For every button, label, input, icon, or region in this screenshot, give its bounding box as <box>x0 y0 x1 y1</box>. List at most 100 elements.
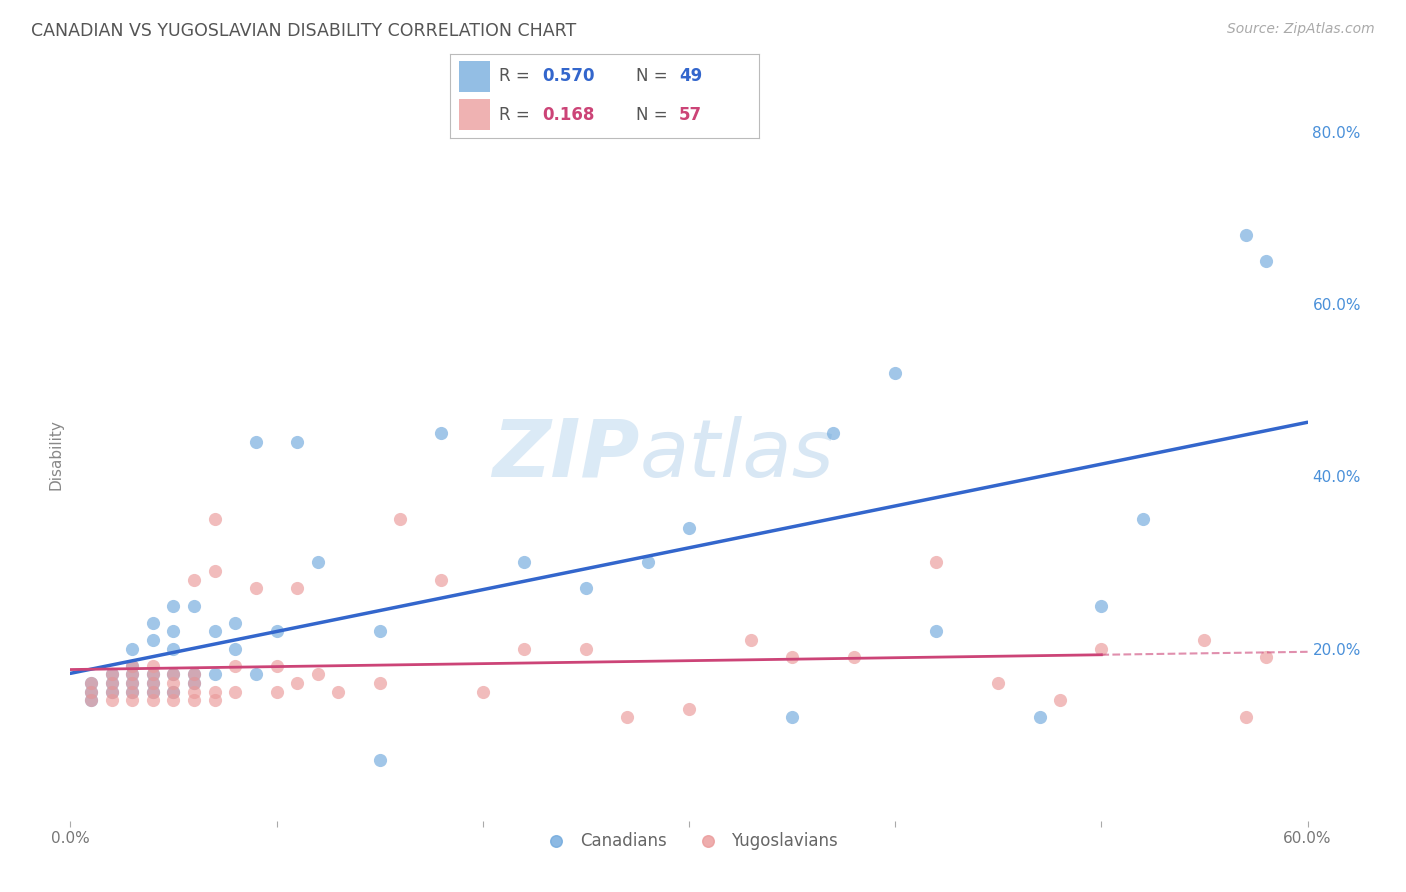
Point <box>245 435 267 450</box>
Text: R =: R = <box>499 105 536 123</box>
Point <box>204 564 226 578</box>
Point <box>245 667 267 681</box>
Point <box>183 667 205 681</box>
Text: 0.570: 0.570 <box>543 68 595 86</box>
Text: CANADIAN VS YUGOSLAVIAN DISABILITY CORRELATION CHART: CANADIAN VS YUGOSLAVIAN DISABILITY CORRE… <box>31 22 576 40</box>
Point <box>142 667 165 681</box>
Point <box>616 710 638 724</box>
Point <box>183 667 205 681</box>
Point <box>740 632 762 647</box>
Point <box>142 676 165 690</box>
Point <box>80 693 103 707</box>
Point <box>1256 650 1278 665</box>
Point <box>204 512 226 526</box>
Point <box>266 684 288 698</box>
Point <box>678 702 700 716</box>
Point <box>80 684 103 698</box>
Point <box>183 693 205 707</box>
Point <box>780 650 803 665</box>
Point <box>100 676 122 690</box>
Point <box>183 684 205 698</box>
Point <box>204 693 226 707</box>
Point <box>307 667 329 681</box>
Point <box>1049 693 1071 707</box>
Point <box>266 624 288 639</box>
Y-axis label: Disability: Disability <box>48 419 63 491</box>
Point <box>471 684 494 698</box>
Point <box>245 582 267 596</box>
Point <box>142 693 165 707</box>
Point <box>100 667 122 681</box>
Point <box>884 366 907 380</box>
Point <box>142 676 165 690</box>
Point <box>142 667 165 681</box>
Point <box>1234 228 1257 243</box>
Point <box>823 426 845 441</box>
Point <box>80 693 103 707</box>
Point <box>80 684 103 698</box>
Point <box>285 582 308 596</box>
Point <box>224 615 246 630</box>
Point <box>430 573 453 587</box>
Point <box>100 693 122 707</box>
Point <box>80 676 103 690</box>
Text: ZIP: ZIP <box>492 416 640 494</box>
Text: atlas: atlas <box>640 416 834 494</box>
Point <box>285 676 308 690</box>
Point <box>368 676 391 690</box>
Point <box>80 676 103 690</box>
Point <box>162 667 184 681</box>
Point <box>1090 599 1112 613</box>
Text: N =: N = <box>636 105 672 123</box>
Point <box>121 667 143 681</box>
Point <box>204 667 226 681</box>
Point <box>1194 632 1216 647</box>
Point <box>121 684 143 698</box>
Point <box>162 684 184 698</box>
Point <box>1234 710 1257 724</box>
Point <box>224 684 246 698</box>
Point <box>575 582 598 596</box>
Point <box>925 556 948 570</box>
Point <box>100 684 122 698</box>
Point <box>224 641 246 656</box>
Point <box>121 684 143 698</box>
Point <box>925 624 948 639</box>
Point <box>266 658 288 673</box>
Point <box>100 667 122 681</box>
Point <box>162 676 184 690</box>
Point <box>1090 641 1112 656</box>
Point <box>142 615 165 630</box>
Point <box>183 676 205 690</box>
Point <box>162 599 184 613</box>
Point <box>285 435 308 450</box>
Point <box>328 684 350 698</box>
Point <box>162 667 184 681</box>
Point <box>1028 710 1050 724</box>
Point <box>842 650 865 665</box>
Bar <box>460 99 491 130</box>
Point <box>121 658 143 673</box>
Point <box>100 676 122 690</box>
Point <box>224 658 246 673</box>
Point <box>183 599 205 613</box>
Point <box>162 693 184 707</box>
Point <box>1132 512 1154 526</box>
Point <box>575 641 598 656</box>
Point <box>780 710 803 724</box>
Bar <box>460 62 491 92</box>
Point <box>162 641 184 656</box>
Point <box>162 684 184 698</box>
Point <box>368 624 391 639</box>
Point <box>183 676 205 690</box>
Point <box>121 658 143 673</box>
Point <box>183 573 205 587</box>
Text: 57: 57 <box>679 105 702 123</box>
Point <box>987 676 1010 690</box>
Point <box>100 684 122 698</box>
Legend: Canadians, Yugoslavians: Canadians, Yugoslavians <box>533 825 845 856</box>
Text: 49: 49 <box>679 68 702 86</box>
Text: N =: N = <box>636 68 672 86</box>
Point <box>121 676 143 690</box>
Point <box>121 667 143 681</box>
